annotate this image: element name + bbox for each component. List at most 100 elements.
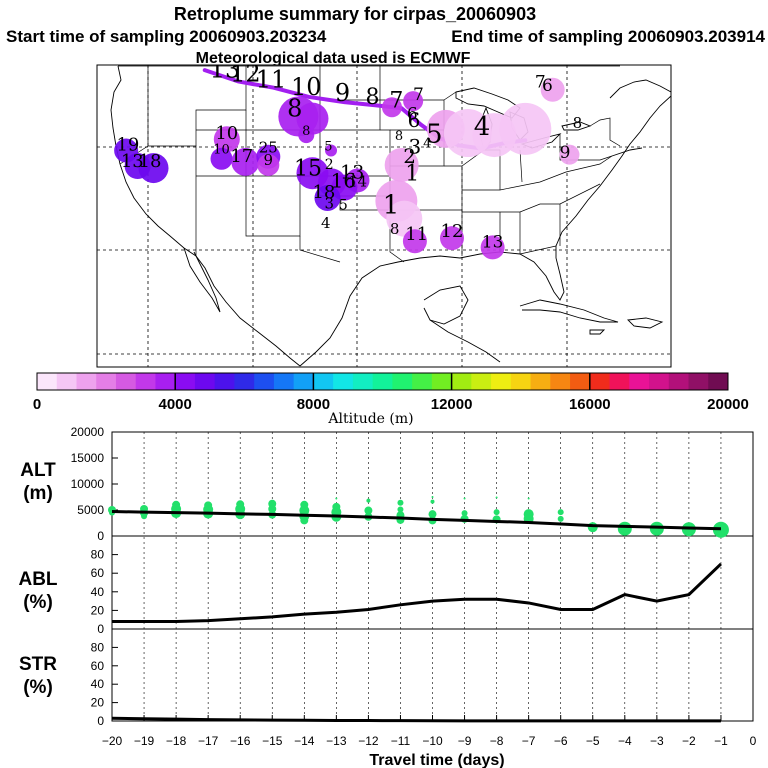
colorbar-swatch-4 [115, 373, 137, 390]
day-label-30: 13 [121, 151, 144, 172]
map-dots [114, 77, 580, 260]
xtick-label-18: −2 [682, 734, 696, 748]
plume-dot-30 [325, 144, 338, 157]
colorbar-swatch-19 [412, 373, 433, 390]
plume-dot-24 [138, 153, 169, 184]
end-time-label: End time of sampling 20060903.203914 [451, 27, 765, 46]
day-label-41: 1 [383, 190, 400, 220]
colorbar-swatch-28 [589, 373, 611, 390]
plume-dot-8 [386, 200, 423, 237]
alt-scatter-point-51 [712, 521, 729, 538]
plume-dot-4 [540, 77, 565, 102]
xtick-label-2: −18 [166, 734, 187, 748]
day-label-5: 8 [366, 85, 380, 110]
alt-ytick-label-2: 10000 [71, 477, 105, 491]
xtick-label-4: −16 [230, 734, 251, 748]
day-label-15: 9 [560, 143, 571, 163]
alt-ytick-label-3: 15000 [71, 451, 105, 465]
colorbar-swatch-9 [214, 373, 235, 390]
day-gridlines [143, 432, 722, 721]
abl-ytick-label-2: 40 [91, 585, 105, 599]
day-label-43: 11 [405, 224, 428, 245]
xtick-label-3: −17 [198, 734, 219, 748]
alt-scatter-point-45 [557, 509, 564, 516]
str-ytick-label-2: 40 [91, 677, 105, 691]
alt-scatter-point-26 [364, 506, 373, 515]
colorbar-swatch-33 [688, 373, 709, 390]
xtick-label-12: −8 [490, 734, 504, 748]
plume-dot-9 [402, 229, 427, 254]
plume-dot-13 [296, 102, 329, 135]
colorbar-swatch-15 [333, 373, 354, 390]
day-label-33: 2 [325, 157, 334, 173]
day-label-19: 2 [403, 144, 416, 168]
colorbar-swatch-12 [273, 373, 295, 390]
day-label-17: 4 [423, 136, 431, 151]
alt-scatter-point-34 [428, 510, 437, 519]
alt-ytick-label-0: 0 [97, 529, 104, 543]
alt-panel-unit: (m) [23, 483, 53, 504]
day-label-34: 16 [331, 169, 356, 193]
colorbar-frame [36, 372, 729, 391]
str-panel-unit: (%) [23, 677, 53, 698]
plume-dot-17 [213, 126, 240, 153]
str-ytick-label-4: 80 [91, 640, 105, 654]
day-label-18: 8 [395, 129, 403, 144]
plume-dot-29 [314, 184, 341, 211]
xtick-label-19: −1 [714, 734, 728, 748]
day-label-26: 17 [230, 146, 253, 167]
colorbar-swatch-16 [352, 373, 374, 390]
day-label-21: 8 [287, 95, 302, 123]
alt-scatter-point-20 [300, 516, 309, 525]
day-label-25: 10 [213, 143, 230, 158]
alt-median-line [111, 510, 721, 531]
plume-dot-21 [257, 153, 280, 176]
alt-panel-label: ALT [20, 460, 56, 481]
day-label-2: 11 [256, 66, 287, 94]
xtick-label-13: −7 [522, 734, 536, 748]
abl-ytick-label-0: 0 [97, 622, 104, 636]
alt-scatter-point-42 [527, 497, 530, 500]
day-label-40: 4 [321, 214, 331, 232]
alt-scatter-point-40 [493, 509, 500, 516]
start-time-label: Start time of sampling 20060903.203234 [6, 27, 327, 46]
colorbar-swatch-23 [491, 373, 512, 390]
day-label-8: 7 [413, 85, 424, 105]
y-axis-ticks: 0 5000 10000 15000 20000 0 20 40 60 80 0 20 40 60 80 [71, 425, 118, 728]
str-ytick-label-0: 0 [97, 714, 104, 728]
day-label-23: 5 [324, 140, 332, 155]
day-label-12: 6 [542, 76, 553, 96]
colorbar-swatch-18 [392, 373, 413, 390]
colorbar-swatch-14 [313, 373, 334, 390]
alt-scatter-point-48 [617, 521, 632, 536]
west-coast-outline [110, 65, 301, 367]
colorbar-swatch-13 [293, 373, 314, 390]
colorbar-swatch-22 [471, 373, 492, 390]
str-ytick-label-1: 20 [91, 696, 105, 710]
alt-scatter-point-15 [268, 504, 277, 513]
abl-ytick-label-1: 20 [91, 603, 105, 617]
abl-line [112, 562, 722, 624]
colorbar-swatch-10 [234, 373, 255, 390]
xtick-label-20: 0 [750, 734, 757, 748]
x-axis-ticks: −20 −19 −18 −17 −16 −15 −14 −13 −12 −11 −10 −9 −8 −7−… [102, 715, 757, 748]
alt-scatter-point-32 [431, 496, 434, 498]
str-panel-label: STR [19, 654, 57, 675]
day-label-38: 3 [324, 194, 334, 212]
day-label-3: 10 [291, 73, 322, 101]
plume-dot-6 [384, 147, 419, 182]
alt-scatter-point-49 [649, 521, 664, 536]
day-label-31: 18 [139, 151, 162, 172]
colorbar-swatch-32 [668, 373, 690, 390]
colorbar-swatch-21 [451, 373, 472, 390]
colorbar-tick-label-1: 4000 [159, 396, 192, 413]
time-series-panels: ALT (m) ABL (%) STR (%) 0 5000 10000 15000 2… [18, 425, 756, 768]
abl-panel-label: ABL [18, 569, 57, 590]
alt-scatter-point-39 [495, 496, 498, 499]
day-label-32: 15 [294, 156, 322, 181]
colorbar-swatch-34 [708, 373, 729, 390]
alt-scatter-point-29 [397, 506, 404, 513]
alt-scatter-points [108, 496, 729, 538]
colorbar-swatch-26 [550, 373, 571, 390]
colorbar-swatch-25 [530, 373, 551, 390]
